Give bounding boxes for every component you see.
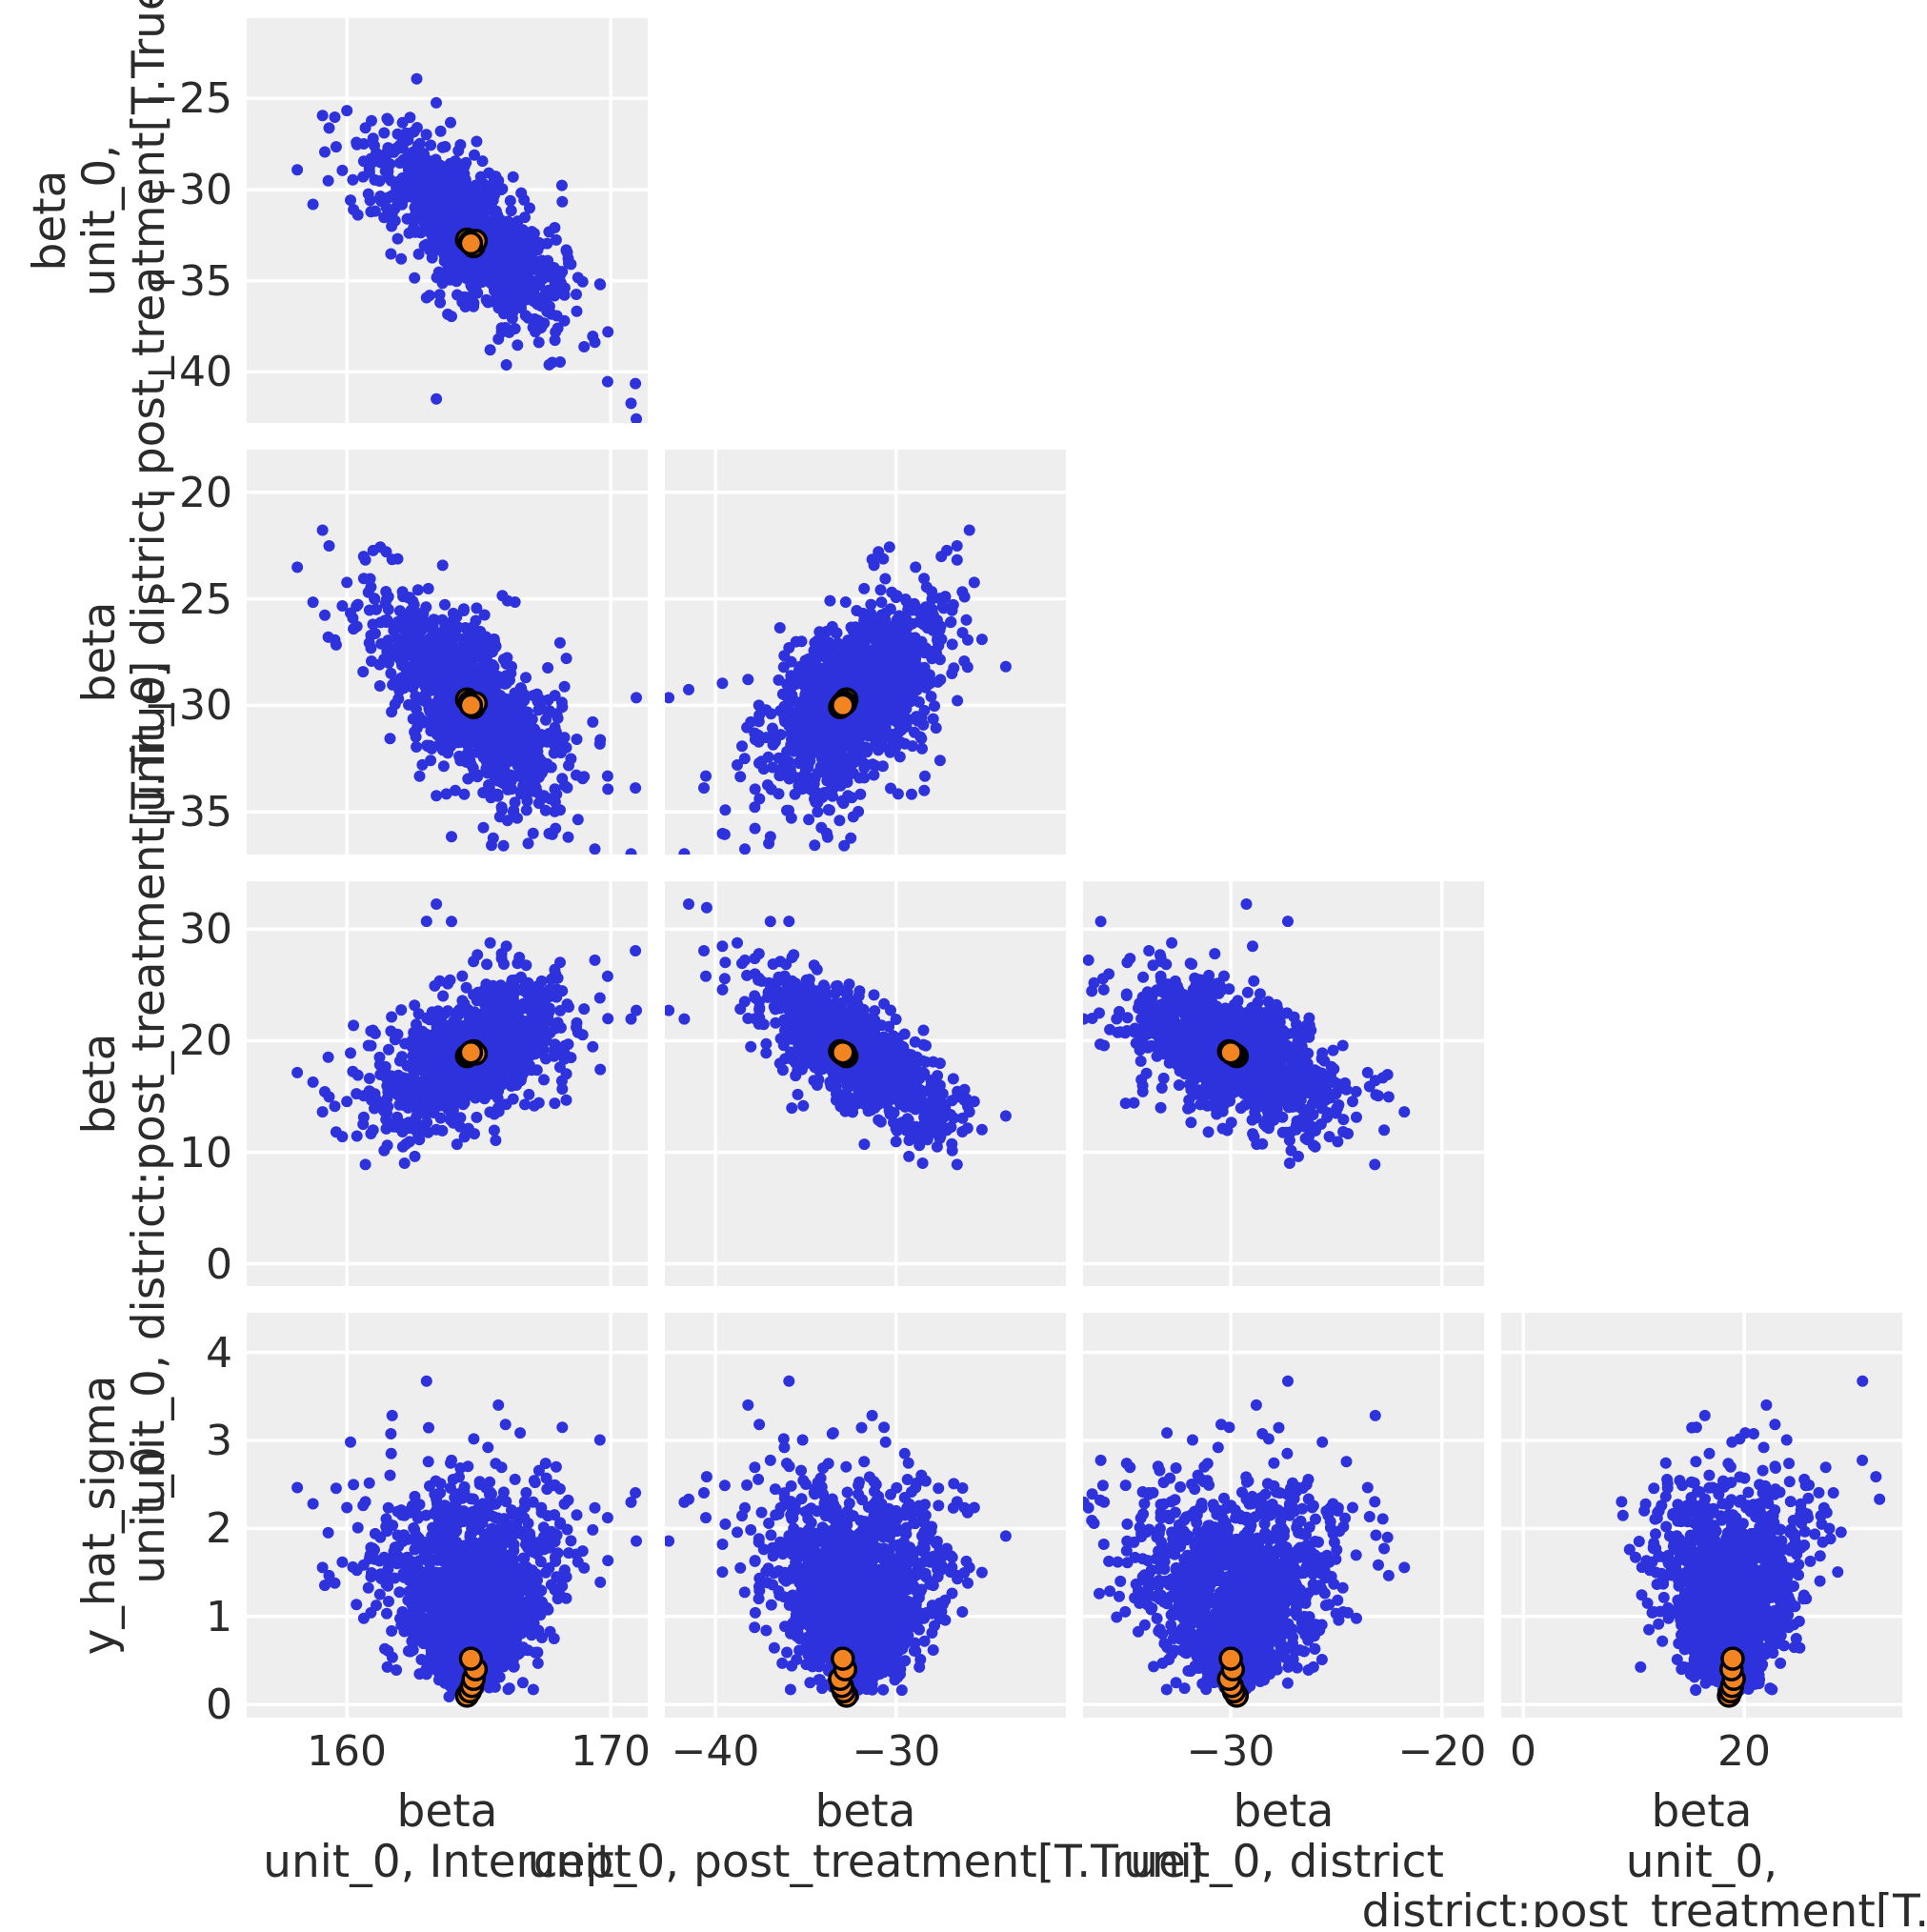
x-tick-label: −20 [1398,1727,1487,1776]
scatter-panel [247,18,695,425]
y-tick-label: 1 [206,1593,232,1641]
scatter-panel [663,1313,1066,1718]
x-axis-label-line: beta [815,1785,916,1838]
y-tick-label: 2 [206,1504,232,1553]
x-tick-label: −40 [672,1727,760,1776]
x-tick-label: −30 [1187,1727,1275,1776]
y-tick-label: 30 [179,905,232,954]
y-axis-label-line: beta [73,602,126,703]
scatter-panel [247,450,695,931]
x-axis-label-line: unit_0, post_treatment[T.True] [528,1836,1204,1888]
scatter-panel [663,450,1066,931]
highlight-points [1718,1648,1744,1706]
x-tick-label: −30 [853,1727,941,1776]
y-axis-label-line: unit_0 [123,1446,175,1583]
scatter-panel [247,1313,695,1718]
y-tick-label: 10 [179,1129,232,1177]
x-tick-label: 20 [1717,1727,1771,1776]
y-axis-label-line: unit_0, [73,145,126,296]
x-axis-label-line: beta [1234,1785,1335,1838]
y-tick-label: 0 [206,1240,232,1289]
scatter-panel [247,881,695,1286]
y-axis-label-line: y_hat_sigma [73,1376,126,1656]
highlight-points [830,1648,857,1706]
x-axis-label-line: beta [397,1785,498,1838]
scatter-panel [663,881,1066,1286]
x-axis-label-line: unit_0, district [1123,1836,1444,1888]
y-tick-label: 3 [206,1417,232,1465]
x-tick-label: 160 [307,1727,387,1776]
y-axis-label-line: unit_0, district:post_treatment[T.True] [123,661,175,1507]
scatter-panel [1008,1313,1484,1718]
x-axis-label-line: district:post_treatment[T.True] [1362,1885,1927,1927]
y-axis-label-line: post_treatment[T.True] [123,0,175,475]
scatter-panel [1501,1313,1902,1718]
y-tick-label: 4 [206,1329,232,1378]
y-axis-label-line: beta [24,171,76,272]
x-tick-label: 170 [571,1727,651,1776]
x-tick-label: 0 [1510,1727,1536,1776]
x-axis-label-line: unit_0, [1626,1836,1777,1888]
x-axis-label-line: beta [1652,1785,1753,1838]
scatter-panel [1008,881,1484,1286]
y-tick-label: 0 [206,1680,232,1729]
y-tick-label: 20 [179,1016,232,1065]
y-axis-label-line: beta [73,1034,126,1135]
